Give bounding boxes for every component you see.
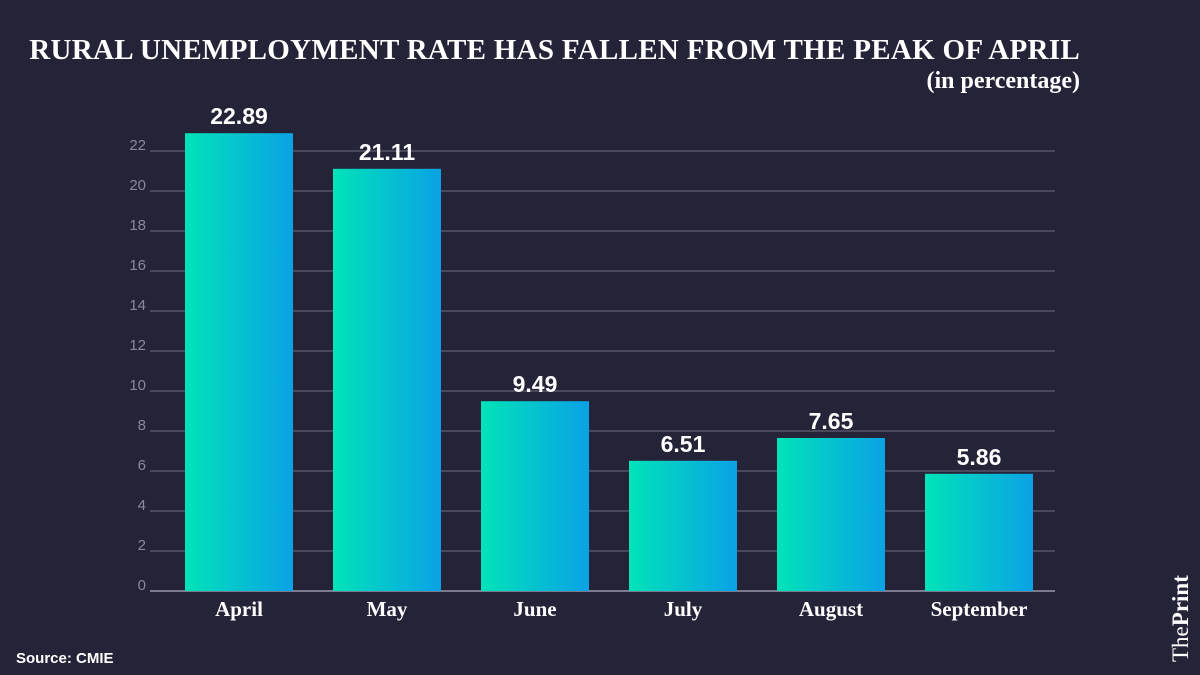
chart-title: RURAL UNEMPLOYMENT RATE HAS FALLEN FROM …	[29, 34, 1080, 66]
bar-august	[777, 438, 885, 591]
y-tick-label-12: 12	[129, 337, 146, 354]
bar-april	[185, 133, 293, 591]
value-label-september: 5.86	[957, 444, 1002, 470]
value-labels: 22.89 21.11 9.49 6.51 7.65 5.86	[210, 103, 1001, 470]
y-tick-label-2: 2	[138, 537, 146, 554]
x-tick-label-april: April	[215, 597, 263, 621]
y-tick-label-22: 22	[129, 137, 146, 154]
brand-logo: ThePrint	[1168, 575, 1194, 662]
x-tick-label-august: August	[799, 597, 863, 621]
brand-the: The	[1168, 626, 1193, 662]
y-tick-label-0: 0	[138, 577, 146, 594]
value-label-june: 9.49	[513, 371, 558, 397]
x-tick-label-may: May	[367, 597, 408, 621]
y-tick-label-8: 8	[138, 417, 146, 434]
grid-lines	[150, 150, 1055, 592]
bar-september	[925, 473, 1033, 591]
x-tick-label-june: June	[513, 597, 556, 621]
source-note: Source: CMIE	[16, 650, 114, 667]
y-tick-label-10: 10	[129, 377, 146, 394]
y-tick-label-16: 16	[129, 257, 146, 274]
bar-july	[629, 460, 737, 591]
value-label-august: 7.65	[809, 408, 854, 434]
value-label-july: 6.51	[661, 431, 706, 457]
x-tick-label-july: July	[664, 597, 703, 621]
y-tick-label-6: 6	[138, 457, 146, 474]
y-tick-label-14: 14	[129, 297, 146, 314]
y-tick-label-18: 18	[129, 217, 146, 234]
x-axis: April May June July August September	[215, 597, 1027, 621]
value-label-may: 21.11	[359, 139, 415, 165]
y-tick-label-20: 20	[129, 177, 146, 194]
value-label-april: 22.89	[210, 103, 268, 129]
y-tick-label-4: 4	[138, 497, 146, 514]
x-tick-label-september: September	[931, 597, 1028, 621]
bars	[185, 133, 1033, 592]
brand-print: Print	[1168, 575, 1193, 627]
bar-may	[333, 168, 441, 592]
chart-subtitle: (in percentage)	[926, 68, 1080, 94]
y-axis: 0 2 4 6 8 10 12 14 16 18 20 22	[129, 137, 146, 594]
bar-june	[481, 401, 589, 591]
